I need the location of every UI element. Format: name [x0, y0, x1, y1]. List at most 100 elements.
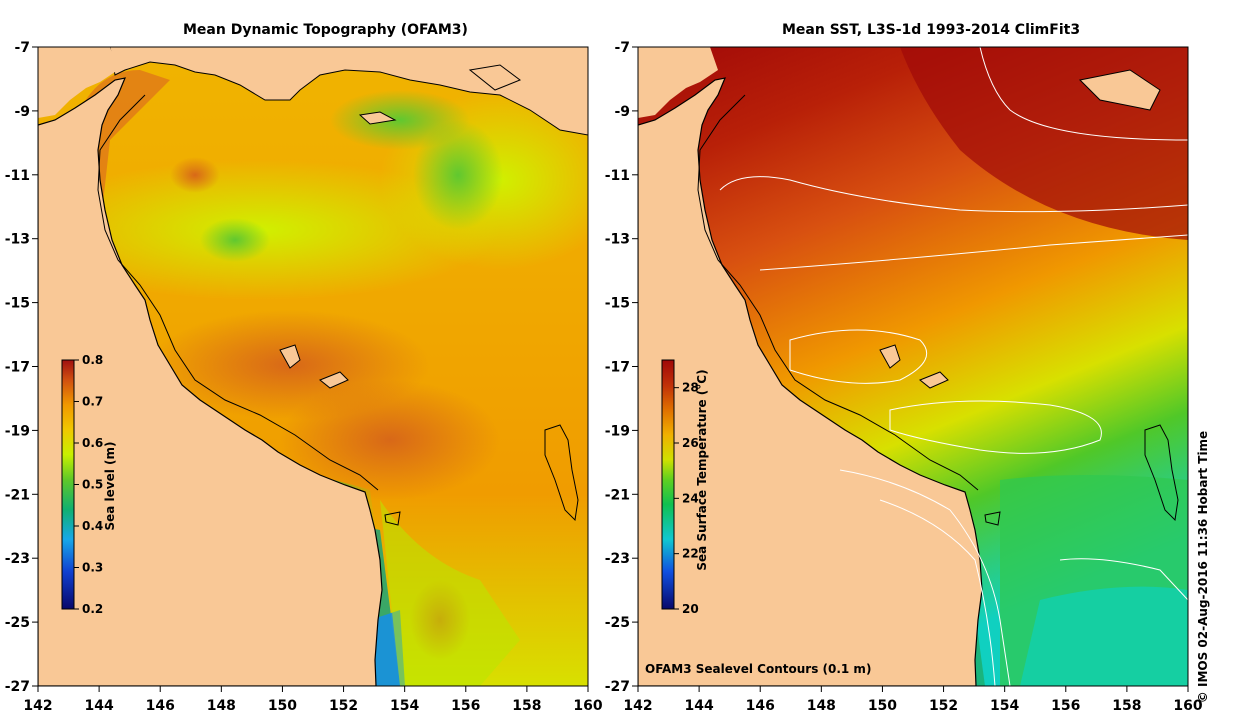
left-shelf-contour [97, 94, 379, 491]
colorbar-tick-label: 0.6 [82, 436, 103, 450]
right-contour-2 [719, 176, 1188, 213]
right-contour-7 [879, 499, 996, 686]
right-contour-8 [1059, 558, 1188, 601]
left-island-sol [358, 111, 397, 125]
colorbar-sea-level-label: Sea level (m) [103, 441, 117, 530]
right-contour-3 [759, 234, 1188, 271]
y-tick-label: -11 [5, 168, 30, 184]
right-island-reef [1144, 424, 1179, 522]
x-tick-label: 156 [1051, 698, 1080, 714]
colorbar-sst-label: Sea Surface Temperature (°C) [695, 369, 709, 570]
x-tick-label: 142 [623, 698, 652, 714]
y-tick-label: -19 [5, 423, 30, 439]
x-tick-label: 154 [990, 698, 1019, 714]
left-land-nw [38, 47, 118, 118]
y-tick-label: -15 [5, 296, 30, 312]
colorbar-tick-label: 0.4 [82, 519, 103, 533]
y-tick-label: -9 [614, 104, 630, 120]
y-tick-label: -25 [605, 615, 630, 631]
x-tick-label: 148 [207, 698, 236, 714]
y-tick-label: -19 [605, 423, 630, 439]
right-contour-5 [889, 400, 1102, 454]
left-orange-spot [170, 157, 220, 193]
colorbar-tick-label: 0.5 [82, 478, 103, 492]
y-tick-label: -27 [605, 679, 630, 695]
x-tick-label: 160 [573, 698, 602, 714]
colorbar-tick-label: 0.8 [82, 353, 103, 367]
x-tick-label: 154 [390, 698, 419, 714]
y-tick-label: -7 [14, 40, 30, 56]
y-axis-left: -7 -9 -11 -13 -15 -17 -19 -21 -23 -25 -27 [5, 40, 38, 695]
left-orange-dome-2 [280, 380, 500, 500]
right-contour-6 [839, 469, 1011, 686]
left-island-reef [544, 424, 579, 522]
colorbar-tick-label: 22 [682, 547, 699, 561]
left-green-eddy-3 [330, 90, 470, 150]
contour-note: OFAM3 Sealevel Contours (0.1 m) [645, 662, 872, 676]
left-island-2 [319, 371, 349, 389]
y-tick-label: -9 [14, 104, 30, 120]
x-tick-label: 160 [1173, 698, 1202, 714]
colorbar-sea-level-ramp [61, 359, 75, 610]
y-tick-label: -17 [5, 360, 30, 376]
right-shelf-contour [697, 94, 979, 491]
colorbar-tick-label: 24 [682, 491, 699, 505]
panel-title-mdt: Mean Dynamic Topography (OFAM3) [183, 22, 468, 38]
colorbar-sst-ramp [661, 359, 675, 610]
right-island-3 [984, 511, 1001, 526]
right-island-1 [879, 344, 901, 369]
y-tick-label: -17 [605, 360, 630, 376]
y-tick-label: -13 [605, 232, 630, 248]
y-tick-label: -11 [605, 168, 630, 184]
left-island-1 [279, 344, 301, 369]
colorbar-sst: 28 26 24 22 20 Sea Surface Temperature (°C) [661, 359, 709, 616]
left-map [38, 47, 588, 686]
colorbar-tick-label: 0.7 [82, 395, 103, 409]
y-tick-label: -23 [5, 551, 30, 567]
colorbar-sea-level: 0.8 0.7 0.6 0.5 0.4 0.3 0.2 Sea level (m) [61, 353, 117, 616]
colorbar-tick-label: 26 [682, 436, 699, 450]
right-map [638, 47, 1188, 686]
x-tick-label: 150 [268, 698, 297, 714]
x-tick-label: 146 [746, 698, 775, 714]
x-tick-label: 152 [329, 698, 358, 714]
y-tick-label: -21 [605, 487, 630, 503]
x-tick-label: 146 [146, 698, 175, 714]
right-coolest-south [1020, 586, 1188, 686]
colorbar-sst-ticks: 28 26 24 22 20 [674, 381, 699, 616]
right-island-png [1078, 69, 1161, 111]
x-tick-label: 158 [1112, 698, 1141, 714]
colorbar-tick-label: 0.2 [82, 602, 103, 616]
left-land-png [109, 47, 588, 136]
x-tick-label: 158 [512, 698, 541, 714]
left-island-bougainville [468, 64, 522, 91]
x-tick-label: 150 [868, 698, 897, 714]
right-contour-4 [789, 329, 928, 384]
left-island-3 [384, 511, 401, 526]
left-yellow-south [380, 500, 520, 686]
y-tick-label: -7 [614, 40, 630, 56]
right-land-nw [638, 47, 718, 118]
x-tick-label: 156 [451, 698, 480, 714]
y-tick-label: -25 [5, 615, 30, 631]
credit-text: © IMOS 02-Aug-2016 11:36 Hobart Time [1196, 431, 1210, 703]
colorbar-tick-label: 28 [682, 381, 699, 395]
x-tick-label: 148 [807, 698, 836, 714]
x-tick-label: 144 [84, 698, 113, 714]
right-land-australia [638, 77, 983, 686]
y-tick-label: -13 [5, 232, 30, 248]
colorbar-tick-label: 20 [682, 602, 699, 616]
left-land-australia [38, 77, 383, 686]
colorbar-sea-level-ticks: 0.8 0.7 0.6 0.5 0.4 0.3 0.2 [74, 353, 103, 616]
panel-title-sst: Mean SST, L3S-1d 1993-2014 ClimFit3 [782, 22, 1081, 38]
right-contour-1 [979, 47, 1188, 141]
x-axis-right: 142 144 146 148 150 152 154 156 158 160 [623, 686, 1203, 714]
y-axis-right: -7 -9 -11 -13 -15 -17 -19 -21 -23 -25 -27 [605, 40, 638, 695]
x-tick-label: 152 [929, 698, 958, 714]
y-tick-label: -15 [605, 296, 630, 312]
y-tick-label: -21 [5, 487, 30, 503]
right-island-2 [919, 371, 949, 389]
left-green-eddy-2 [200, 218, 270, 262]
y-tick-label: -23 [605, 551, 630, 567]
